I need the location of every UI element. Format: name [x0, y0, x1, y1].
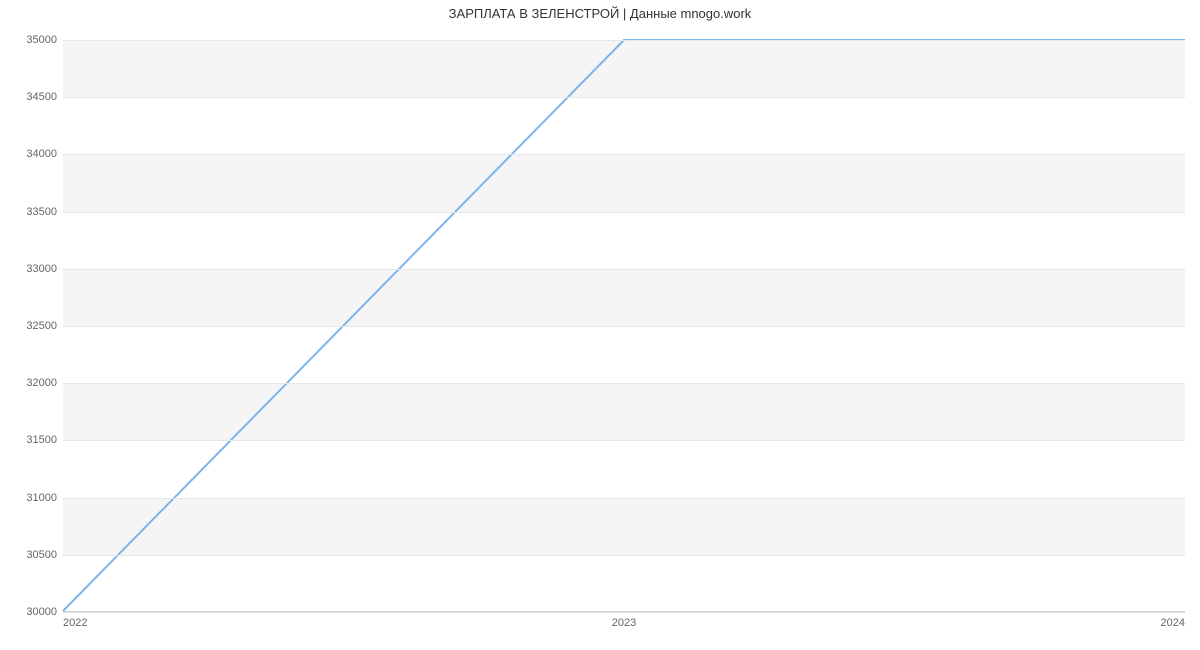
y-tick-label: 30000	[26, 606, 57, 618]
y-gridline	[63, 440, 1185, 441]
y-gridline	[63, 269, 1185, 270]
y-gridline	[63, 212, 1185, 213]
y-tick-label: 30500	[26, 549, 57, 561]
y-gridline	[63, 383, 1185, 384]
y-gridline	[63, 498, 1185, 499]
y-tick-label: 32500	[26, 320, 57, 332]
x-tick-label: 2023	[612, 617, 636, 629]
y-gridline	[63, 612, 1185, 613]
y-tick-label: 34000	[26, 148, 57, 160]
y-gridline	[63, 97, 1185, 98]
plot-area: 3000030500310003150032000325003300033500…	[63, 40, 1185, 612]
y-gridline	[63, 154, 1185, 155]
y-tick-label: 33000	[26, 263, 57, 275]
y-tick-label: 31500	[26, 434, 57, 446]
x-tick-label: 2022	[63, 617, 87, 629]
y-gridline	[63, 555, 1185, 556]
y-gridline	[63, 40, 1185, 41]
y-tick-label: 34500	[26, 91, 57, 103]
y-tick-label: 35000	[26, 34, 57, 46]
y-tick-label: 31000	[26, 492, 57, 504]
y-tick-label: 32000	[26, 377, 57, 389]
y-gridline	[63, 326, 1185, 327]
chart-container: ЗАРПЛАТА В ЗЕЛЕНСТРОЙ | Данные mnogo.wor…	[0, 0, 1200, 650]
y-tick-label: 33500	[26, 206, 57, 218]
x-tick-label: 2024	[1161, 617, 1185, 629]
chart-title: ЗАРПЛАТА В ЗЕЛЕНСТРОЙ | Данные mnogo.wor…	[0, 6, 1200, 21]
